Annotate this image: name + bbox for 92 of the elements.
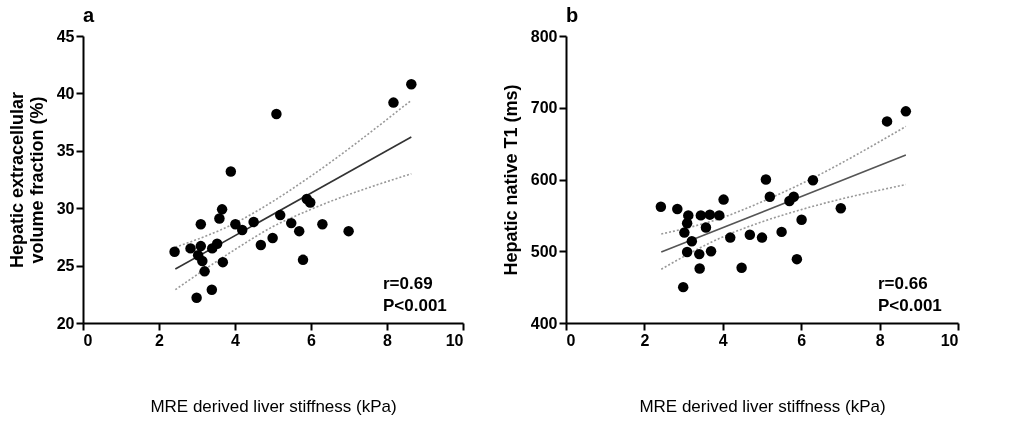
annotation: P<0.001 <box>383 296 447 315</box>
point <box>796 214 807 225</box>
chart-title: b <box>566 4 579 26</box>
point <box>655 201 667 212</box>
annotation: r=0.69 <box>383 274 433 293</box>
point <box>704 209 716 220</box>
point <box>191 292 202 303</box>
y-axis-title: Hepatic extracellular volume fraction (%) <box>6 91 47 269</box>
point <box>255 239 267 251</box>
x-axis-title: MRE derived liver stiffness (kPa) <box>639 396 886 416</box>
y-tick-label: 700 <box>530 99 558 117</box>
point <box>672 203 683 215</box>
point <box>677 281 689 293</box>
annotation: r=0.66 <box>878 274 928 293</box>
point <box>718 194 729 205</box>
point <box>388 97 399 108</box>
point <box>705 246 717 257</box>
point <box>756 232 768 243</box>
line-series <box>660 125 907 235</box>
point <box>185 243 196 254</box>
point <box>694 263 705 274</box>
point <box>694 248 705 260</box>
point <box>736 262 747 273</box>
x-tick-label: 6 <box>797 331 807 349</box>
line-series <box>660 183 907 270</box>
y-tick-label: 20 <box>56 314 75 332</box>
point <box>211 238 223 250</box>
y-tick-label: 500 <box>530 242 558 260</box>
annotation: P<0.001 <box>878 296 942 315</box>
point <box>195 240 207 252</box>
point <box>881 116 893 127</box>
point <box>236 224 248 236</box>
x-tick-label: 8 <box>383 331 393 349</box>
point <box>764 191 776 202</box>
point <box>791 253 803 265</box>
point <box>686 235 698 247</box>
y-axis-title: Hepatic native T1 (ms) <box>500 84 521 276</box>
x-tick-label: 8 <box>875 331 885 349</box>
point <box>776 226 787 238</box>
point <box>230 219 241 230</box>
point <box>760 174 772 185</box>
point <box>835 202 847 214</box>
point <box>317 219 328 230</box>
point <box>725 232 736 243</box>
point <box>679 227 690 238</box>
point <box>169 246 180 258</box>
x-tick-label: 4 <box>718 331 728 349</box>
point <box>293 225 305 237</box>
point <box>197 255 208 267</box>
point <box>248 216 259 228</box>
point <box>700 222 712 233</box>
point <box>214 213 225 224</box>
point <box>195 219 207 230</box>
point <box>199 266 210 277</box>
point <box>271 108 282 120</box>
point <box>297 254 309 266</box>
x-tick-label: 6 <box>307 331 317 349</box>
y-tick-label: 600 <box>530 171 558 188</box>
point <box>714 210 725 221</box>
y-tick-label: 400 <box>530 314 558 332</box>
y-tick-label: 30 <box>56 199 75 217</box>
point <box>217 256 229 268</box>
point <box>681 218 693 229</box>
x-tick-label: 4 <box>231 331 241 349</box>
y-tick-label: 40 <box>56 84 75 102</box>
point <box>216 204 228 215</box>
point <box>744 229 756 240</box>
point <box>225 166 237 177</box>
x-tick-label: 0 <box>83 331 93 349</box>
point <box>286 217 297 229</box>
x-tick-label: 2 <box>155 331 165 349</box>
point <box>788 191 799 202</box>
point <box>406 78 417 90</box>
chart-title: a <box>83 4 95 26</box>
y-tick-label: 35 <box>56 142 75 160</box>
point <box>695 210 707 221</box>
point <box>206 284 218 295</box>
point <box>807 174 819 186</box>
point <box>305 197 316 208</box>
y-tick-label: 800 <box>530 27 558 45</box>
point <box>343 225 354 237</box>
point <box>900 106 912 117</box>
y-tick-label: 45 <box>56 27 75 45</box>
point <box>681 246 693 258</box>
point <box>274 209 286 221</box>
x-tick-label: 10 <box>940 331 959 349</box>
point <box>267 232 278 244</box>
x-axis-title: MRE derived liver stiffness (kPa) <box>150 396 397 416</box>
x-tick-label: 2 <box>640 331 650 349</box>
y-tick-label: 25 <box>56 257 75 275</box>
x-tick-label: 10 <box>445 331 464 349</box>
x-tick-label: 0 <box>566 331 576 349</box>
